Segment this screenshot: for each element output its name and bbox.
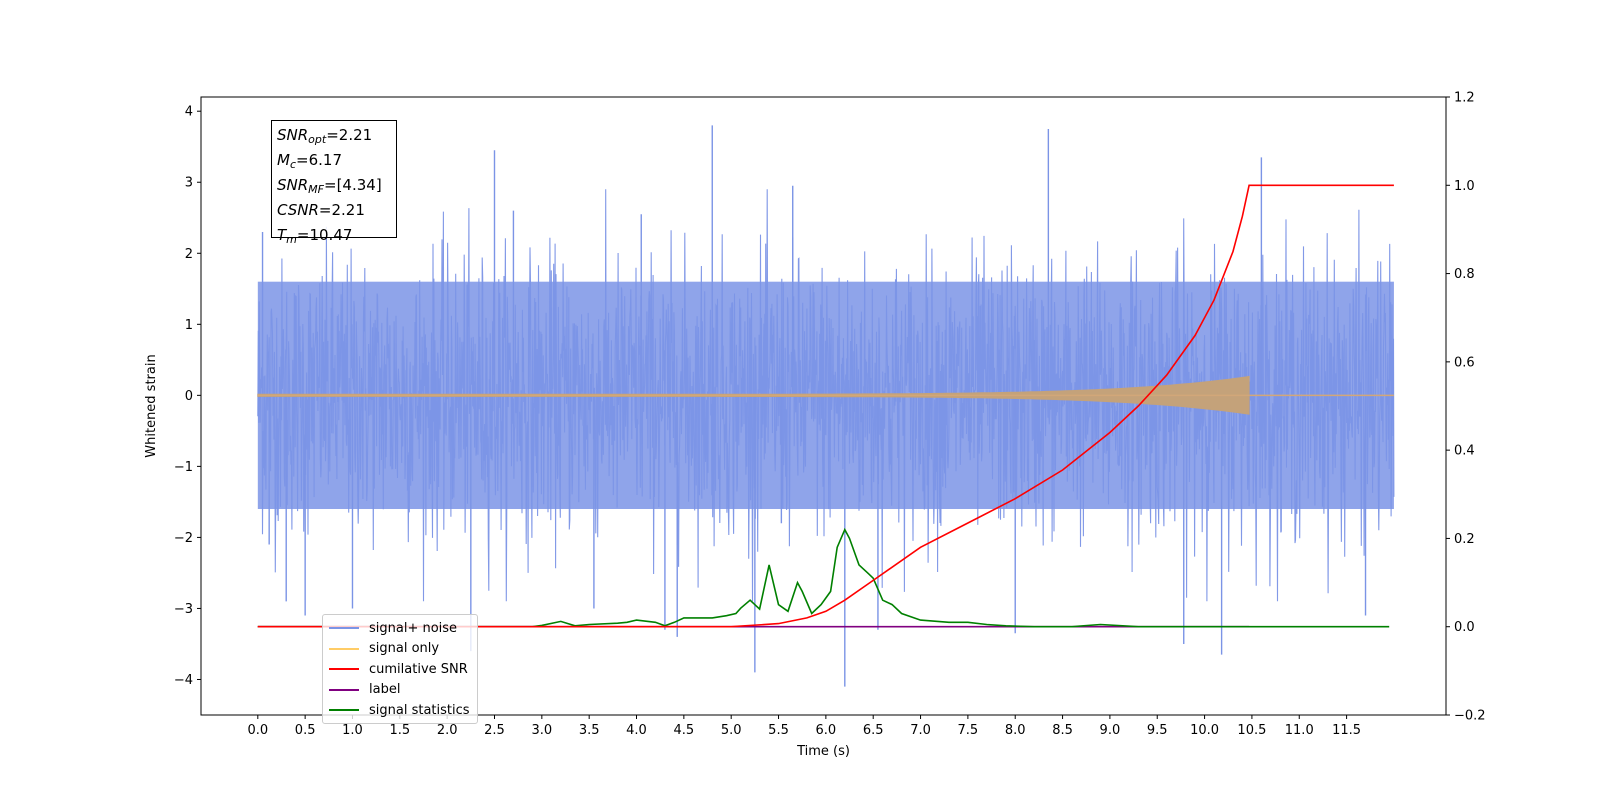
legend-item-cumulative-snr: cumilative SNR <box>329 659 471 680</box>
annotation-snr-opt: SNRopt=2.21 <box>277 126 373 146</box>
y-tick-label: −3 <box>174 602 193 617</box>
y-tick-label: 3 <box>185 176 193 191</box>
y2-tick-label: 0.6 <box>1454 355 1475 370</box>
x-tick-label: 1.0 <box>342 723 363 738</box>
y-tick-label: 0 <box>185 389 193 404</box>
y-tick-label: −2 <box>174 531 193 546</box>
y2-tick-label: 1.0 <box>1454 179 1475 194</box>
x-tick-label: 8.0 <box>1005 723 1026 738</box>
y2-axis-ticks: 1.2 1.0 0.8 0.6 0.4 0.2 0.0 −0.2 <box>1446 91 1486 724</box>
x-tick-label: 3.0 <box>531 723 552 738</box>
legend-item-signal-only: signal only <box>329 639 471 660</box>
annotation-mc: Mc=6.17 <box>277 151 342 171</box>
x-tick-label: 5.0 <box>721 723 742 738</box>
x-tick-label: 2.5 <box>484 723 505 738</box>
y-tick-label: −1 <box>174 460 193 475</box>
y-tick-label: 2 <box>185 247 193 262</box>
chart-legend: signal+ noise signal only cumilative SNR… <box>322 614 478 724</box>
legend-item-label: label <box>329 680 471 701</box>
x-axis-label: Time (s) <box>796 744 850 759</box>
plot-frame <box>200 96 1447 716</box>
x-tick-label: 4.5 <box>674 723 695 738</box>
legend-item-signal-statistics: signal statistics <box>329 700 471 721</box>
signal-statistics-line <box>257 527 1390 628</box>
x-tick-label: 5.5 <box>768 723 789 738</box>
x-tick-label: 10.5 <box>1237 723 1266 738</box>
x-tick-label: 6.0 <box>816 723 837 738</box>
annotation-snr-mf: SNRMF=[4.34] <box>277 176 382 196</box>
x-tick-label: 6.5 <box>863 723 884 738</box>
x-axis-ticks: 0.0 0.5 1.0 1.5 2.0 2.5 3.0 3.5 4.0 4.5 5.0 5.5 6.0 6… <box>247 715 1361 738</box>
x-tick-label: 11.0 <box>1285 723 1314 738</box>
y2-tick-label: 1.2 <box>1454 91 1475 106</box>
signal-only-series <box>257 375 1394 415</box>
y2-tick-label: 0.0 <box>1454 620 1475 635</box>
x-tick-label: 10.0 <box>1190 723 1219 738</box>
annotation-csnr: CSNR=2.21 <box>277 201 365 219</box>
y2-tick-label: 0.4 <box>1454 444 1475 459</box>
legend-swatch <box>329 668 359 671</box>
stats-annotation-box: SNRopt=2.21 Mc=6.17 SNRMF=[4.34] CSNR=2.… <box>271 120 397 246</box>
x-tick-label: 7.5 <box>958 723 979 738</box>
y-tick-label: 4 <box>185 105 193 120</box>
y-tick-label: −4 <box>174 673 193 688</box>
legend-item-signal-noise: signal+ noise <box>329 618 471 639</box>
y-axis-ticks: 4 3 2 1 0 −1 −2 −3 −4 <box>174 105 201 688</box>
x-tick-label: 4.0 <box>626 723 647 738</box>
y2-tick-label: 0.2 <box>1454 532 1475 547</box>
x-tick-label: 2.0 <box>437 723 458 738</box>
x-tick-label: 0.0 <box>247 723 268 738</box>
y-axis-label: Whitened strain <box>144 354 159 457</box>
y2-tick-label: 0.8 <box>1454 267 1475 282</box>
x-tick-label: 7.0 <box>910 723 931 738</box>
x-tick-label: 11.5 <box>1332 723 1361 738</box>
x-tick-label: 9.0 <box>1100 723 1121 738</box>
x-tick-label: 1.5 <box>389 723 410 738</box>
x-tick-label: 8.5 <box>1052 723 1073 738</box>
legend-swatch <box>329 709 359 712</box>
annotation-tm: Tm=10.47 <box>277 226 353 246</box>
y-tick-label: 1 <box>185 318 193 333</box>
y2-tick-label: −0.2 <box>1454 709 1486 724</box>
legend-swatch <box>329 647 359 650</box>
x-tick-label: 0.5 <box>295 723 316 738</box>
x-tick-label: 9.5 <box>1147 723 1168 738</box>
legend-swatch <box>329 627 359 630</box>
cumilative-snr-line <box>257 184 1394 628</box>
x-tick-label: 3.5 <box>579 723 600 738</box>
legend-swatch <box>329 688 359 691</box>
